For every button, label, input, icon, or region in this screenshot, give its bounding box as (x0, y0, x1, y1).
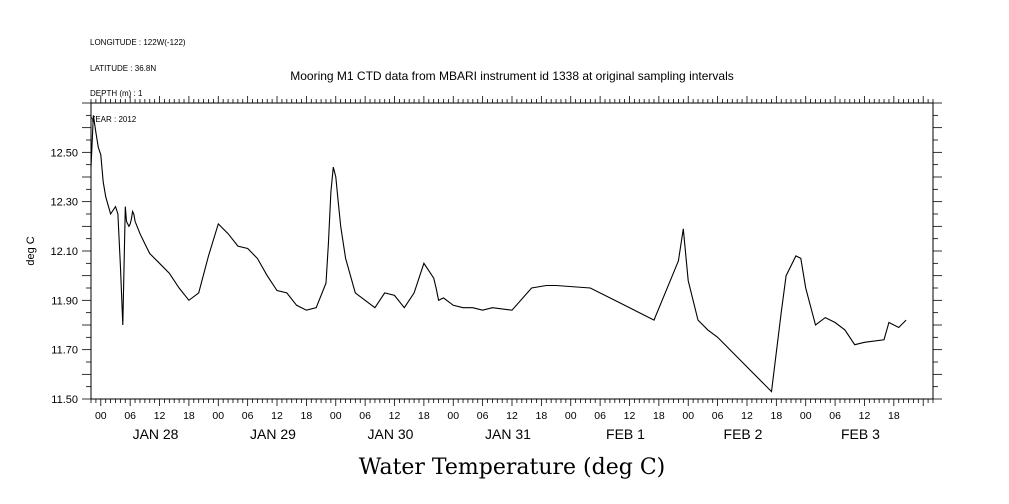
x-hour-label: 00 (212, 410, 224, 422)
x-hour-label: 12 (506, 410, 518, 422)
series-line (90, 115, 907, 393)
x-hour-label: 18 (653, 410, 665, 422)
depth-label: DEPTH (m) : 1 (90, 89, 143, 98)
y-tick-label: 11.50 (51, 394, 78, 406)
x-hour-label: 00 (800, 410, 812, 422)
x-hour-label: 18 (183, 410, 195, 422)
x-hour-label: 00 (447, 410, 459, 422)
x-day-label: JAN 28 (133, 426, 179, 442)
x-hour-label: 00 (330, 410, 342, 422)
x-hour-label: 06 (712, 410, 724, 422)
x-day-label: JAN 30 (368, 426, 414, 442)
x-hour-label: 12 (389, 410, 401, 422)
chart-title: Mooring M1 CTD data from MBARI instrumen… (290, 69, 734, 83)
x-hour-label: 06 (829, 410, 841, 422)
y-tick-label: 12.30 (50, 197, 78, 209)
y-tick-labels: 11.50 11.70 11.90 12.10 12.30 12.50 (50, 147, 78, 406)
x-hour-label: 06 (359, 410, 371, 422)
x-hour-label: 12 (154, 410, 166, 422)
latitude-label: LATITUDE : 36.8N (90, 63, 157, 73)
y-tick-label: 11.90 (51, 295, 78, 307)
x-hour-label: 00 (95, 410, 107, 422)
x-hour-label: 12 (741, 410, 753, 422)
x-hour-label: 12 (624, 410, 636, 422)
x-hour-label: 18 (536, 410, 548, 422)
x-day-label: JAN 31 (485, 426, 531, 442)
x-hour-label: 18 (888, 410, 900, 422)
x-hour-label: 00 (565, 410, 577, 422)
y-tick-label: 12.50 (50, 147, 78, 159)
y-tick-label: 12.10 (50, 246, 78, 258)
x-hour-label: 06 (477, 410, 489, 422)
longitude-label: LONGITUDE : 122W(-122) (90, 38, 186, 47)
x-hour-label: 12 (859, 410, 871, 422)
x-hour-label: 12 (271, 410, 283, 422)
x-hour-label: 18 (771, 410, 783, 422)
x-day-label: FEB 3 (841, 426, 880, 442)
plot-frame (90, 102, 934, 400)
y-tick-label: 11.70 (51, 345, 78, 357)
y-axis-label: deg C (25, 236, 37, 265)
year-label: YEAR : 2012 (90, 114, 137, 124)
x-tick-labels: 00 06 12 18 00 06 12 18 00 06 12 18 00 06 12 18 00 06 12 18… (95, 410, 900, 442)
x-day-label: JAN 29 (250, 426, 296, 442)
x-day-label: FEB 2 (724, 426, 763, 442)
axis-ticks (82, 96, 942, 406)
x-hour-label: 06 (124, 410, 136, 422)
x-axis-label: Water Temperature (deg C) (359, 455, 666, 480)
x-hour-label: 18 (301, 410, 313, 422)
x-hour-label: 06 (242, 410, 254, 422)
x-hour-label: 06 (594, 410, 606, 422)
x-day-label: FEB 1 (606, 426, 645, 442)
x-hour-label: 18 (418, 410, 430, 422)
metadata-block: LONGITUDE : 122W(-122) LATITUDE : 36.8N … (90, 22, 186, 133)
x-hour-label: 00 (682, 410, 694, 422)
